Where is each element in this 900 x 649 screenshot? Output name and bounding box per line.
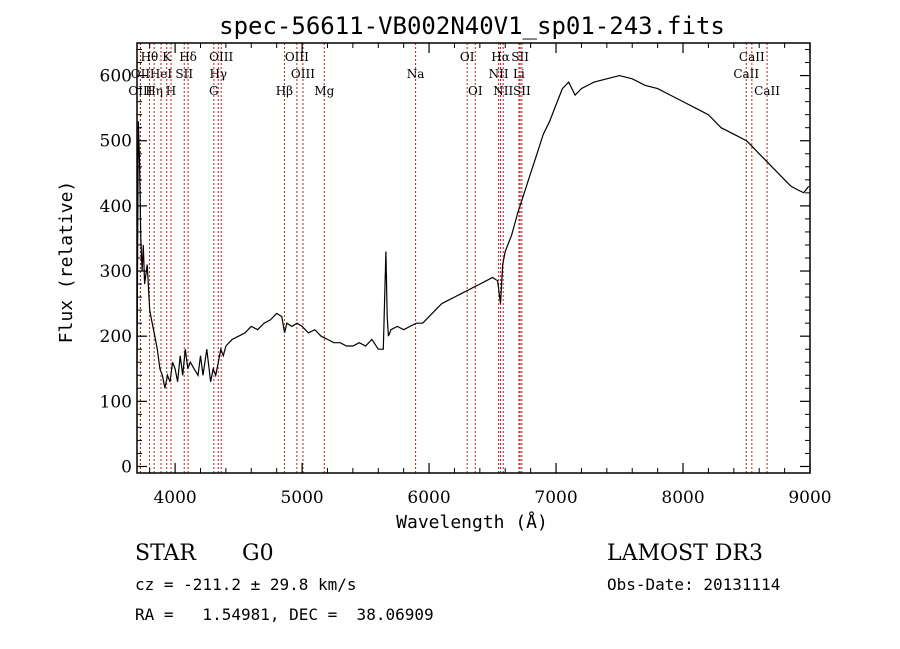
emission-line-label: SII	[511, 50, 529, 64]
emission-line-label: Hθ	[141, 50, 159, 64]
plot-frame	[136, 42, 811, 474]
spectrum-series-line	[136, 74, 810, 389]
chart-title: spec-56611-VB002N40V1_sp01-243.fits	[219, 12, 725, 40]
y-tick-label: 100	[100, 392, 132, 412]
y-tick-label: 300	[100, 262, 132, 282]
emission-line-markers	[139, 43, 768, 473]
redshift-cz: cz = -211.2 ± 29.8 km/s	[135, 575, 357, 594]
observation-date: Obs-Date: 20131114	[607, 575, 780, 594]
emission-line-label: Hα	[491, 50, 510, 64]
emission-line-label: H	[166, 84, 176, 98]
y-tick-label: 200	[100, 327, 132, 347]
emission-line-label: Hδ	[179, 50, 197, 64]
x-axis-label: Wavelength (Å)	[396, 511, 548, 533]
emission-line-label: OI	[468, 84, 483, 98]
emission-line-label: Mg	[314, 84, 334, 98]
emission-line-label: Hβ	[276, 84, 293, 98]
survey-name: LAMOST DR3	[607, 541, 763, 566]
y-axis-label: Flux (relative)	[56, 181, 77, 344]
emission-line-label: CaII	[754, 84, 780, 98]
emission-line-label: G	[209, 84, 219, 98]
emission-line-label: CaII	[733, 67, 759, 81]
x-tick-label: 4000	[153, 488, 196, 508]
emission-line-label: Hγ	[209, 67, 227, 81]
emission-line-label: NII	[489, 67, 509, 81]
object-class: STAR	[135, 541, 197, 566]
emission-line-label: OIII	[209, 50, 233, 64]
emission-line-label: K	[162, 50, 172, 64]
emission-line-label: OII	[131, 67, 151, 81]
emission-line-label: OI	[460, 50, 475, 64]
emission-line-label: OIII	[291, 67, 315, 81]
emission-line-label: SII	[175, 67, 193, 81]
emission-line-label: Na	[407, 67, 425, 81]
x-tick-label: 5000	[280, 488, 323, 508]
emission-line-label: Hη	[145, 84, 163, 98]
object-subclass: G0	[242, 541, 274, 566]
x-tick-label: 8000	[661, 488, 704, 508]
emission-line-label: NII	[493, 84, 513, 98]
emission-line-label: HeI	[150, 67, 173, 81]
y-tick-label: 600	[100, 67, 132, 87]
x-tick-label: 6000	[407, 488, 450, 508]
y-tick-label: 400	[100, 197, 132, 217]
y-tick-label: 500	[100, 132, 132, 152]
emission-line-label: CaII	[739, 50, 765, 64]
emission-line-label: Li	[513, 67, 525, 81]
axis-ticks	[137, 43, 811, 473]
emission-line-labels: Hθ OII OIII K HeI Hη H Hδ SII OIII Hγ G OIII OIII Hβ Mg…	[128, 50, 780, 98]
ra-dec-coordinates: RA = 1.54981, DEC = 38.06909	[135, 605, 434, 624]
emission-line-label: OIII	[285, 50, 309, 64]
emission-line-label: OIII	[128, 84, 152, 98]
axis-tick-labels: 4000 5000 6000 7000 8000 9000 0 100 200 300 400 500…	[100, 67, 832, 508]
y-tick-label: 0	[121, 457, 132, 477]
x-tick-label: 9000	[788, 488, 831, 508]
emission-line-label: SII	[513, 84, 531, 98]
x-tick-label: 7000	[534, 488, 577, 508]
